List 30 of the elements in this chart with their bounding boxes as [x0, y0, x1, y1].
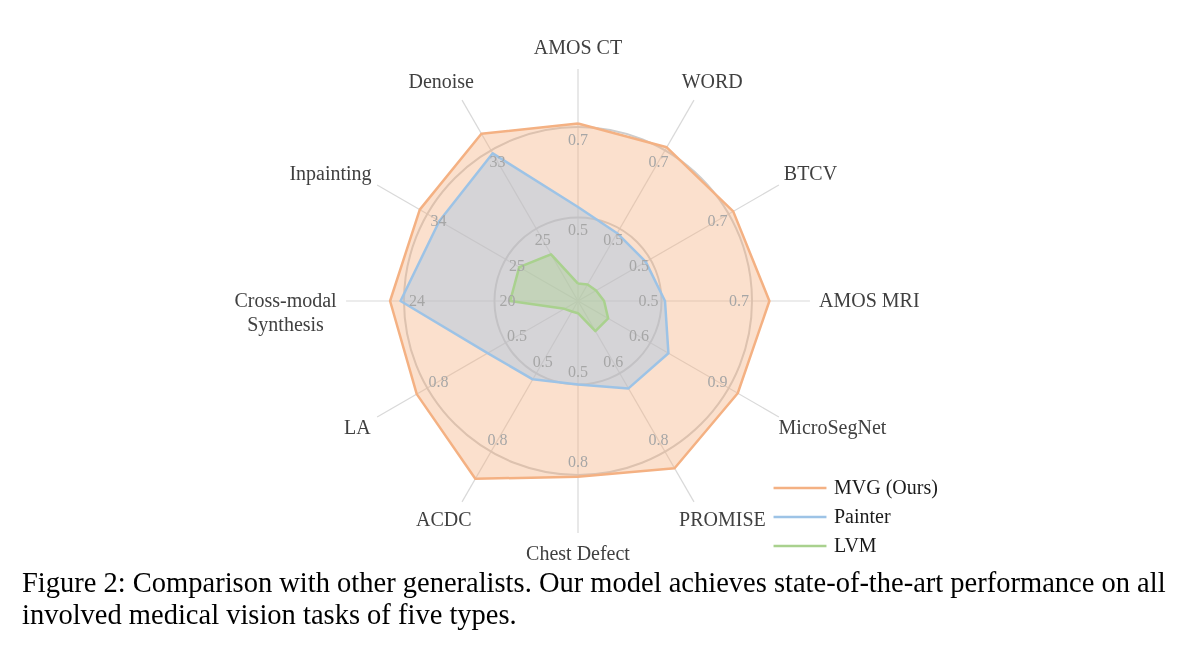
legend-label: MVG (Ours)	[834, 476, 938, 499]
spoke-label: PROMISE	[679, 508, 766, 531]
text: 0.5	[603, 230, 624, 248]
text: 0.8	[568, 453, 588, 470]
spoke-label: LA	[343, 415, 372, 438]
legend-label: Painter	[834, 505, 891, 527]
spoke-label: AMOS CT	[533, 35, 623, 58]
text: 24	[409, 292, 425, 309]
text: 0.7	[707, 211, 728, 229]
text: 0.9	[707, 372, 728, 390]
spoke-label: ACDC	[416, 508, 472, 531]
spoke-label: MicroSegNet	[778, 415, 887, 439]
text: 0.8	[648, 431, 669, 449]
legend-label: LVM	[834, 534, 877, 556]
text: 0.7	[729, 292, 749, 309]
text: 0.7	[568, 131, 588, 148]
text: 33	[489, 152, 506, 170]
spoke-label: AMOS MRI	[819, 289, 920, 311]
text: 0.8	[487, 431, 508, 449]
text: 34	[430, 211, 447, 229]
spoke-label: WORD	[681, 69, 743, 92]
text: 0.8	[428, 372, 449, 390]
text: 0.7	[648, 152, 669, 170]
spoke-label: Cross-modal Synthesis	[234, 289, 338, 336]
text: 0.5	[629, 256, 650, 274]
spoke-label: Chest Defect	[526, 542, 631, 565]
spoke-label: Denoise	[408, 69, 475, 92]
spoke-label: Inpainting	[289, 162, 372, 186]
spoke-label: BTCV	[783, 162, 838, 185]
caption: Figure 2: Comparison with other generalists. Our model achieves state-of-the-art performance on all involved medical vision tasks of five types.	[22, 567, 1166, 630]
